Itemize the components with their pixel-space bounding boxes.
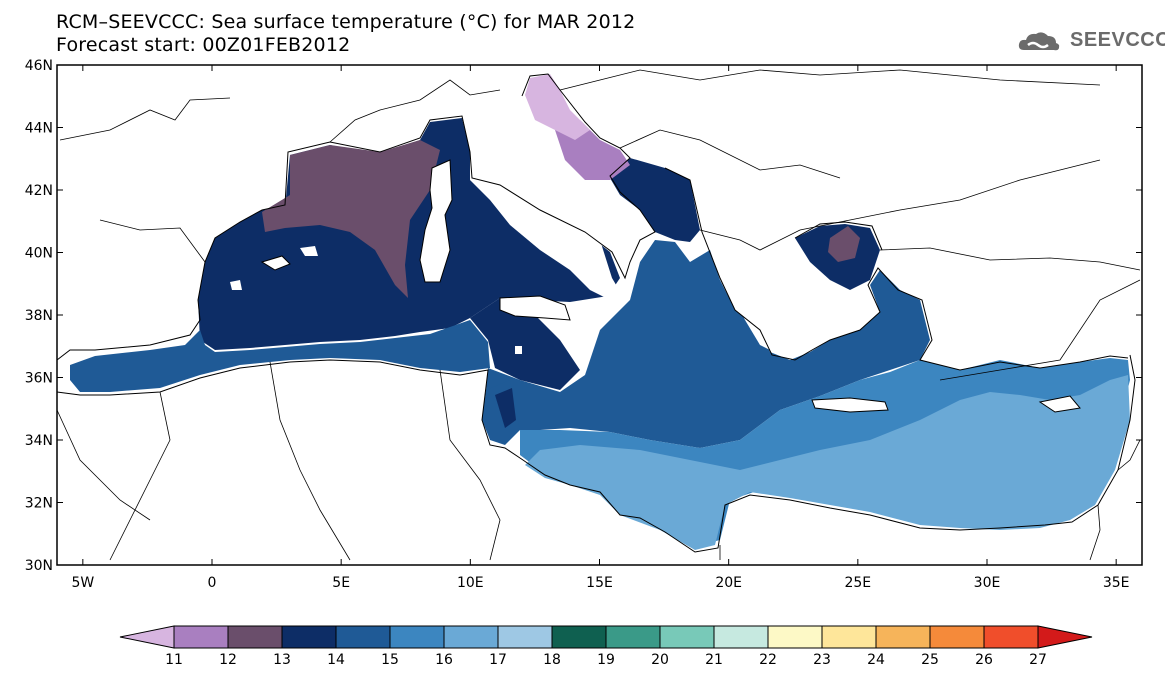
colorbar-box xyxy=(713,625,769,649)
y-tick-label: 30N xyxy=(25,558,53,574)
colorbar-box xyxy=(821,625,877,649)
forecast-start: Forecast start: 00Z01FEB2012 xyxy=(56,34,351,56)
logo-text: SEEVCCC xyxy=(1070,29,1165,51)
colorbar-label: 11 xyxy=(165,652,183,668)
colorbar-over-arrow xyxy=(1037,625,1093,649)
sst-region-gabes-inner xyxy=(495,388,516,428)
colorbar-label: 22 xyxy=(759,652,777,668)
sst-fill-layer xyxy=(70,74,1130,550)
y-tick-label: 46N xyxy=(25,58,53,74)
x-tick-label: 20E xyxy=(715,575,742,591)
colorbar-label: 20 xyxy=(651,652,669,668)
colorbar-label: 16 xyxy=(435,652,453,668)
y-tick-label: 38N xyxy=(25,308,53,324)
colorbar-label: 23 xyxy=(813,652,831,668)
x-tick-label: 15E xyxy=(586,575,613,591)
y-tick-label: 42N xyxy=(25,183,53,199)
colorbar-label: 25 xyxy=(921,652,939,668)
x-tick-label: 30E xyxy=(974,575,1001,591)
x-tick-label: 0 xyxy=(208,575,217,591)
y-tick-label: 36N xyxy=(25,371,53,387)
colorbar-label: 12 xyxy=(219,652,237,668)
y-axis: 30N 32N 34N 36N 38N 40N 42N 44N 46N xyxy=(25,58,1142,574)
cloud-logo-icon xyxy=(1018,32,1060,51)
colorbar-label: 14 xyxy=(327,652,345,668)
borders-layer xyxy=(56,69,1141,561)
y-tick-label: 32N xyxy=(25,496,53,512)
balearic-land xyxy=(230,246,318,290)
coastline-layer xyxy=(56,73,1136,553)
colorbar-box xyxy=(497,625,553,649)
malta-land xyxy=(515,346,522,354)
colorbar-under-arrow xyxy=(119,625,175,649)
y-tick-label: 40N xyxy=(25,246,53,262)
colorbar-box xyxy=(227,625,283,649)
colorbar-box xyxy=(983,625,1039,649)
x-tick-label: 10E xyxy=(457,575,484,591)
x-axis: 5W 0 5E 10E 15E 20E 25E 30E 35E xyxy=(71,65,1130,591)
colorbar-box xyxy=(551,625,607,649)
y-tick-label: 44N xyxy=(25,121,53,137)
greece-land xyxy=(730,285,810,355)
sst-region-ionian xyxy=(486,240,930,448)
sst-region-levantine-17 xyxy=(525,375,1130,550)
corsica-sardinia-land xyxy=(420,160,452,282)
sst-region-aegean-13 xyxy=(828,226,860,262)
colorbar-box xyxy=(929,625,985,649)
colorbar: 11 12 13 14 15 16 17 18 19 20 21 22 23 24 25 26 27 xyxy=(119,625,1093,668)
crete-land xyxy=(812,398,888,412)
colorbar-box xyxy=(281,625,337,649)
sst-region-gulf-of-lion xyxy=(262,140,440,298)
sicily-land xyxy=(500,296,570,320)
land-mask-layer xyxy=(230,150,1080,412)
italy-land xyxy=(470,150,625,300)
colorbar-box xyxy=(659,625,715,649)
colorbar-label: 13 xyxy=(273,652,291,668)
colorbar-label: 17 xyxy=(489,652,507,668)
colorbar-box xyxy=(443,625,499,649)
colorbar-label: 18 xyxy=(543,652,561,668)
sst-region-south-adriatic xyxy=(610,158,700,242)
colorbar-box xyxy=(605,625,661,649)
map-title: RCM–SEEVCCC: Sea surface temperature (°C… xyxy=(56,11,636,33)
x-tick-label: 25E xyxy=(844,575,871,591)
colorbar-box xyxy=(335,625,391,649)
colorbar-label: 26 xyxy=(975,652,993,668)
colorbar-box xyxy=(767,625,823,649)
x-tick-label: 5W xyxy=(71,575,94,591)
y-tick-label: 34N xyxy=(25,433,53,449)
sst-region-alboran xyxy=(70,320,490,392)
x-tick-label: 35E xyxy=(1103,575,1130,591)
sst-region-sicily-channel xyxy=(470,298,580,390)
colorbar-label: 19 xyxy=(597,652,615,668)
colorbar-box xyxy=(173,625,229,649)
x-tick-label: 5E xyxy=(332,575,350,591)
colorbar-label: 27 xyxy=(1029,652,1047,668)
colorbar-label: 21 xyxy=(705,652,723,668)
sst-region-north-adriatic-11 xyxy=(525,74,590,140)
colorbar-label: 24 xyxy=(867,652,885,668)
colorbar-box xyxy=(389,625,445,649)
colorbar-label: 15 xyxy=(381,652,399,668)
colorbar-box xyxy=(875,625,931,649)
